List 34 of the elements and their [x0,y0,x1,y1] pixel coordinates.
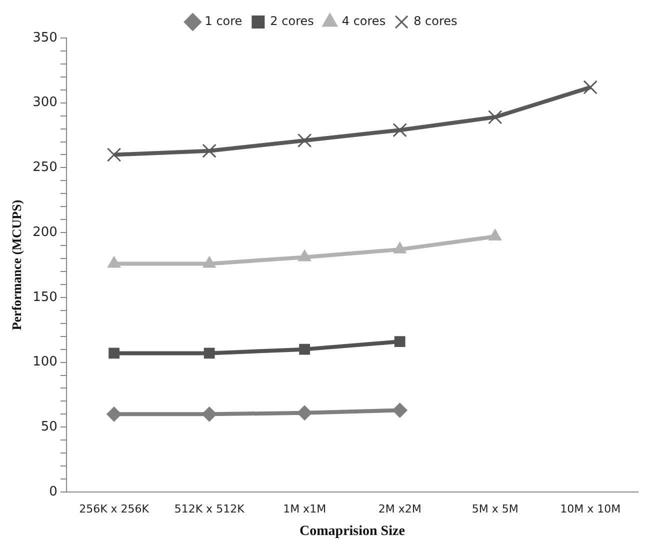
point [108,348,120,359]
x-tick-label: 2M x2M [378,502,422,516]
legend-label: 8 cores [414,14,458,28]
legend-label: 4 cores [342,14,386,28]
y-tick-label: 150 [32,290,58,305]
point [202,406,217,422]
x-tick-label: 1M x1M [283,502,326,516]
point [299,344,310,355]
y-tick-label: 350 [32,30,58,46]
point [204,348,215,359]
x-tick-label: 512K x 512K [174,502,246,516]
y-tick-label: 50 [40,420,58,435]
point [106,406,122,422]
legend-label: 1 core [204,14,242,28]
y-tick-label: 250 [32,160,58,176]
x-tick-label: 10M x 10M [560,502,621,516]
point [488,110,502,124]
y-tick-label: 100 [32,354,58,370]
y-tick-label: 0 [49,484,58,500]
legend-label: 2 cores [270,14,314,28]
point [394,336,406,347]
x-tick-label: 5M x 5M [472,502,518,516]
point [392,122,407,138]
y-tick-label: 300 [32,95,58,110]
point [106,148,122,162]
y-axis-title: Performance (MCUPS) [9,200,24,330]
point [297,405,312,420]
point [392,402,408,418]
point [583,80,598,94]
point [202,144,216,158]
x-tick-label: 256K x 256K [79,502,150,516]
y-tick-label: 200 [32,224,58,240]
x-axis-title: Comaprision Size [300,524,405,540]
point [297,133,312,148]
